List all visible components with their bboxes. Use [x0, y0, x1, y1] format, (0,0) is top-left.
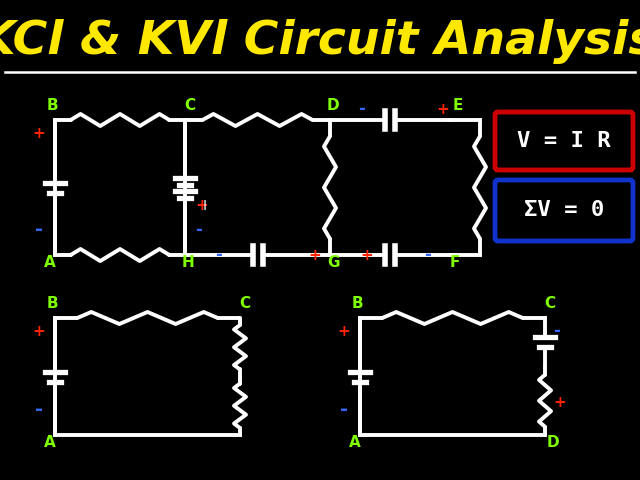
Text: -: -: [215, 246, 222, 264]
Text: C: C: [184, 98, 196, 113]
Text: -: -: [340, 400, 348, 419]
Text: A: A: [44, 435, 56, 450]
Text: B: B: [351, 296, 363, 311]
Text: H: H: [182, 255, 195, 270]
Text: G: G: [327, 255, 339, 270]
Text: +: +: [33, 324, 45, 339]
Text: I: I: [203, 199, 207, 213]
Text: +: +: [553, 395, 566, 410]
Text: A: A: [44, 255, 56, 270]
Text: A: A: [349, 435, 361, 450]
Text: +: +: [360, 248, 372, 263]
Text: -: -: [35, 400, 43, 419]
Text: -: -: [553, 322, 560, 340]
Text: -: -: [195, 221, 202, 239]
Text: -: -: [35, 220, 43, 239]
Text: C: C: [545, 296, 556, 311]
FancyBboxPatch shape: [495, 112, 633, 170]
FancyBboxPatch shape: [495, 180, 633, 241]
Text: +: +: [338, 324, 350, 339]
Text: ΣV = 0: ΣV = 0: [524, 200, 604, 220]
Text: +: +: [308, 248, 321, 263]
Text: +: +: [33, 126, 45, 141]
Text: +: +: [436, 102, 449, 117]
Text: -: -: [358, 100, 365, 118]
Text: F: F: [450, 255, 460, 270]
Text: B: B: [46, 98, 58, 113]
Text: -: -: [424, 246, 431, 264]
Text: V = I R: V = I R: [517, 131, 611, 151]
Text: C: C: [239, 296, 251, 311]
Text: D: D: [326, 98, 339, 113]
Text: KCl & KVl Circuit Analysis: KCl & KVl Circuit Analysis: [0, 20, 640, 64]
Text: E: E: [453, 98, 463, 113]
Text: B: B: [46, 296, 58, 311]
Text: +: +: [195, 198, 208, 213]
Text: D: D: [547, 435, 559, 450]
